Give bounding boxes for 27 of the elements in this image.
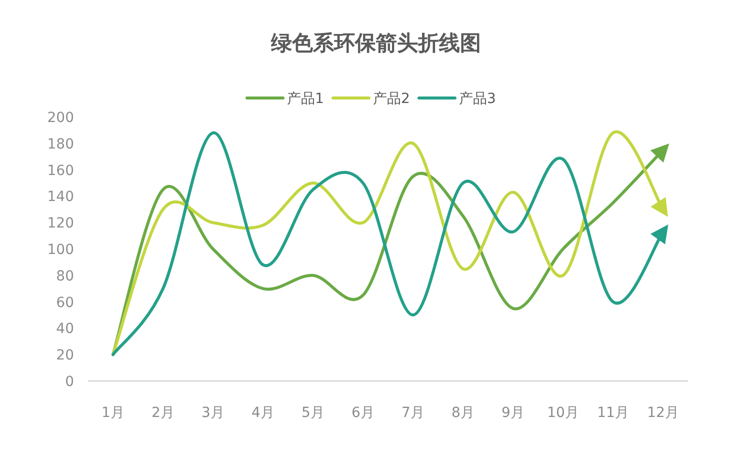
x-tick-label: 1月 (102, 405, 124, 421)
x-tick-label: 2月 (152, 405, 174, 421)
y-tick-label: 80 (56, 268, 74, 284)
x-tick-label: 6月 (352, 405, 374, 421)
x-tick-label: 7月 (402, 405, 424, 421)
x-tick-label: 4月 (252, 405, 274, 421)
y-tick-label: 160 (47, 162, 74, 179)
y-tick-label: 40 (56, 321, 74, 338)
y-tick-label: 120 (47, 216, 74, 232)
legend-label: 产品3 (459, 91, 496, 107)
x-tick-label: 9月 (502, 405, 524, 421)
x-tick-label: 5月 (302, 405, 324, 421)
chart-title: 绿色系环保箭头折线图 (270, 31, 481, 55)
legend-label: 产品2 (373, 91, 410, 107)
y-tick-label: 200 (47, 110, 74, 126)
y-tick-label: 20 (56, 348, 74, 364)
x-tick-label: 8月 (452, 405, 474, 421)
y-tick-label: 180 (47, 136, 74, 152)
y-tick-label: 100 (47, 242, 74, 258)
y-tick-label: 140 (47, 189, 74, 206)
x-tick-label: 12月 (647, 405, 679, 421)
y-tick-label: 60 (56, 294, 74, 311)
x-tick-label: 3月 (202, 405, 224, 421)
x-tick-label: 10月 (547, 405, 579, 421)
x-tick-label: 11月 (597, 405, 629, 421)
legend-label: 产品1 (287, 91, 324, 107)
y-tick-label: 0 (65, 374, 74, 390)
